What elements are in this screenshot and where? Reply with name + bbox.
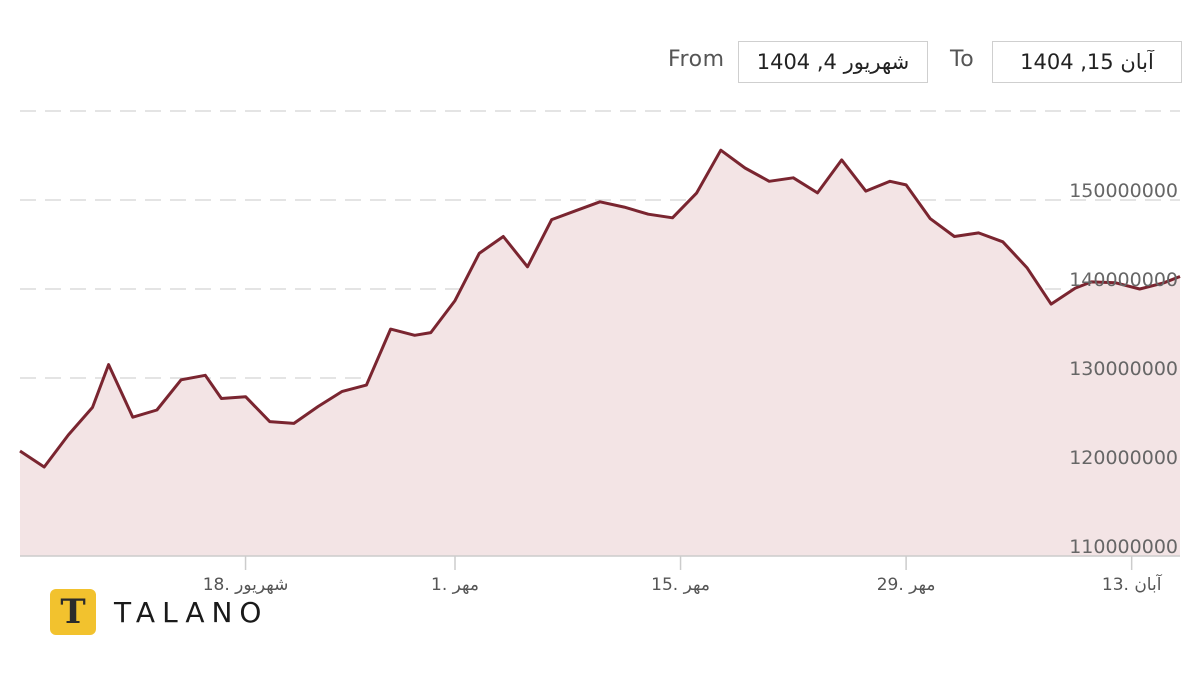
y-tick-label: 140000000 [1069,269,1178,291]
logo-icon: T [50,589,96,635]
y-axis-ticks: 110000000 120000000 130000000 140000000 1500… [1069,180,1178,558]
x-axis-ticks: شهریور .18 مهر .1 مهر .15 مهر .29 آبان .13 [203,556,1163,595]
brand-logo: T TALANO [50,589,268,635]
series-line [19,148,1181,469]
from-date-input[interactable] [738,41,928,83]
brand-name: TALANO [114,595,269,629]
y-tick-label: 150000000 [1069,180,1178,202]
y-tick-label: 130000000 [1069,358,1178,380]
to-date-input[interactable] [992,41,1182,83]
to-label: To [950,47,975,72]
y-tick-label: 110000000 [1069,536,1178,558]
from-label: From [668,47,725,72]
area-fill [20,150,1180,556]
x-tick-label: مهر .29 [877,575,936,595]
x-tick-label: مهر .15 [651,575,710,595]
x-tick-label: مهر .1 [431,575,479,595]
x-tick-label: آبان .13 [1102,573,1163,595]
y-tick-label: 120000000 [1069,447,1178,469]
x-tick-label: شهریور .18 [203,575,289,595]
